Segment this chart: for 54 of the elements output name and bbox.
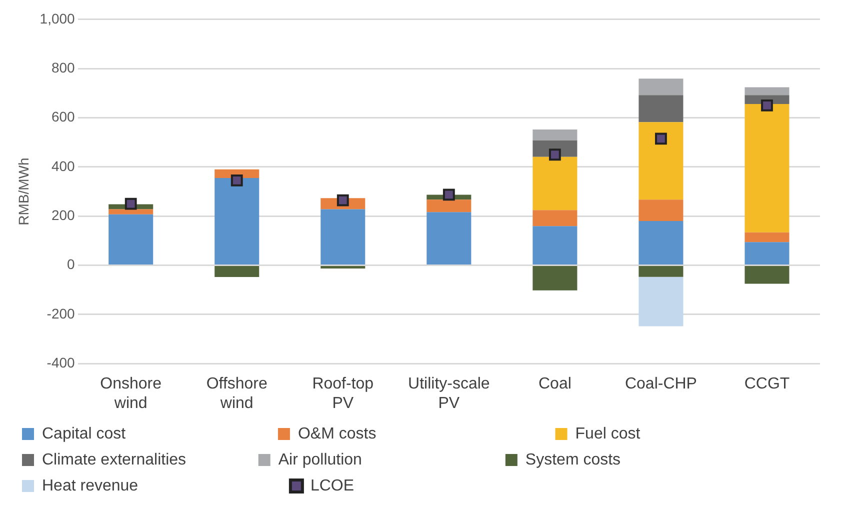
y-tick-label: 800 <box>51 59 76 76</box>
bar <box>532 226 578 265</box>
x-tick-label: Offshore wind <box>206 376 268 412</box>
bar <box>426 200 472 212</box>
y-tick-label: 600 <box>51 108 76 125</box>
bar <box>744 232 790 242</box>
y-tick-label: 1,000 <box>40 10 76 26</box>
bar <box>744 104 790 232</box>
bar <box>214 266 260 278</box>
legend-label: Climate externalities <box>42 451 248 468</box>
bar <box>638 122 684 200</box>
x-tick-label: Onshore wind <box>100 376 162 412</box>
bar <box>108 214 154 265</box>
y-tick-label: 400 <box>51 158 76 174</box>
bar <box>532 130 578 140</box>
x-tick-label: Utility-scale PV <box>408 376 490 412</box>
legend-label: Capital cost <box>42 425 268 442</box>
bar <box>532 266 578 290</box>
legend-label: LCOE <box>310 477 568 494</box>
bar <box>638 200 684 222</box>
point <box>442 188 455 201</box>
y-tick-label: -200 <box>46 305 76 322</box>
legend-label: O&M costs <box>298 425 546 442</box>
legend-label: Air pollution <box>278 451 496 468</box>
bar <box>638 221 684 265</box>
y-tick-label: 200 <box>51 206 76 223</box>
bar <box>638 276 684 326</box>
point <box>336 194 349 206</box>
bar <box>320 209 366 265</box>
legend-label: System costs <box>525 451 763 468</box>
y-tick-label: -400 <box>46 354 76 370</box>
point <box>124 198 137 210</box>
bar <box>638 95 684 122</box>
bar <box>532 156 578 210</box>
y-axis-title: RMB/MWh <box>15 158 32 226</box>
bar <box>108 209 154 214</box>
bar <box>532 210 578 226</box>
x-tick-label: Roof-top PV <box>312 376 374 412</box>
bar <box>214 178 260 265</box>
bar <box>638 266 684 277</box>
bar <box>744 242 790 265</box>
bar <box>744 266 790 284</box>
x-tick-label: CCGT <box>744 376 790 393</box>
point <box>230 174 243 186</box>
bar <box>638 78 684 96</box>
point <box>655 132 667 145</box>
bar <box>426 212 472 265</box>
bar <box>744 87 790 96</box>
legend-label: Heat revenue <box>42 477 280 494</box>
point <box>761 100 773 112</box>
x-tick-label: Coal <box>538 376 572 393</box>
legend-label: Fuel cost <box>575 425 810 442</box>
y-tick-label: 0 <box>67 256 76 272</box>
x-tick-label: Coal-CHP <box>624 376 697 393</box>
